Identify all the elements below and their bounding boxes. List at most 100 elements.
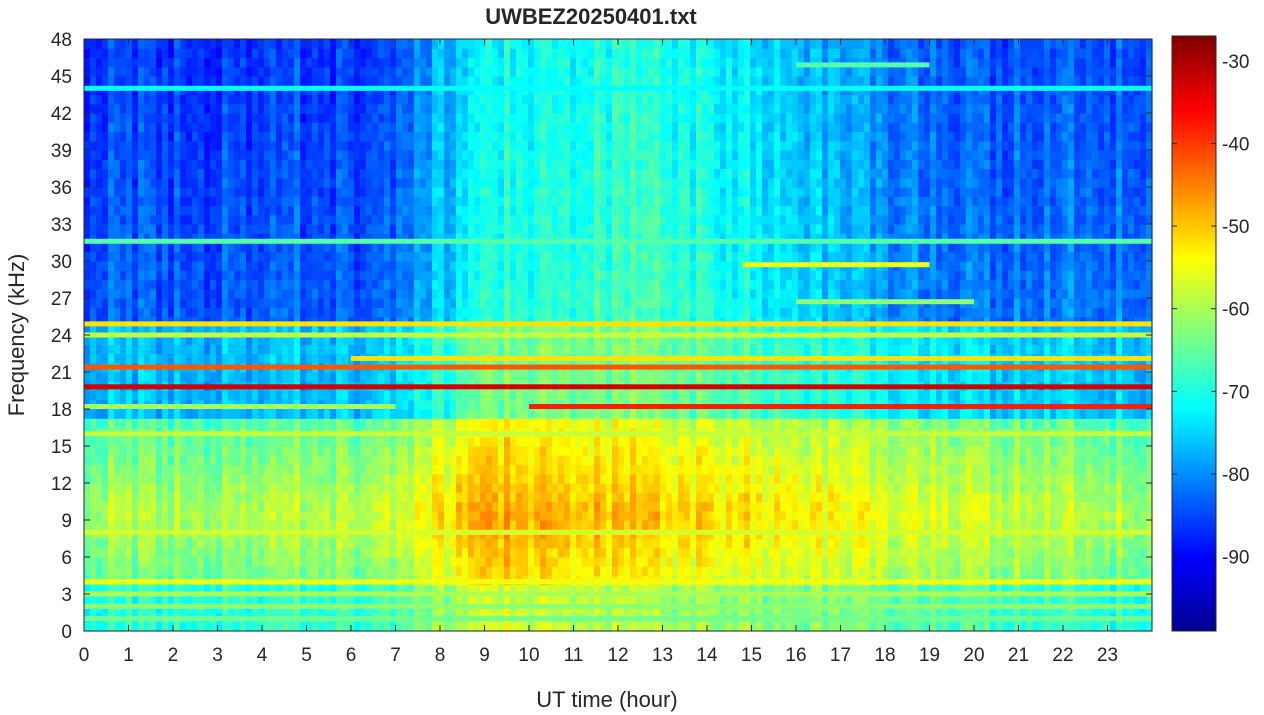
- heatmap-cell: [450, 270, 457, 281]
- heatmap-cell: [90, 594, 97, 604]
- heatmap-cell: [360, 103, 367, 114]
- heatmap-cell: [336, 594, 343, 604]
- heatmap-cell: [516, 436, 523, 447]
- heatmap-cell: [474, 464, 481, 475]
- heatmap-cell: [294, 140, 301, 151]
- heatmap-cell: [234, 103, 241, 114]
- heatmap-cell: [540, 242, 547, 253]
- heatmap-cell: [156, 547, 163, 558]
- heatmap-cell: [180, 224, 187, 234]
- heatmap-cell: [192, 94, 199, 105]
- heatmap-cell: [126, 547, 133, 558]
- heatmap-cell: [414, 307, 421, 318]
- heatmap-cell: [324, 140, 331, 151]
- heatmap-cell: [378, 224, 385, 234]
- heatmap-cell: [198, 48, 205, 59]
- heatmap-cell: [120, 103, 127, 114]
- heatmap-cell: [108, 140, 115, 151]
- heatmap-cell: [90, 538, 97, 549]
- heatmap-cell: [486, 483, 493, 493]
- heatmap-cell: [300, 501, 307, 512]
- heatmap-cell: [138, 473, 145, 484]
- heatmap-cell: [528, 187, 535, 197]
- heatmap-cell: [324, 510, 331, 521]
- heatmap-cell: [420, 436, 427, 447]
- heatmap-cell: [306, 538, 313, 549]
- heatmap-cell: [186, 288, 193, 299]
- heatmap-cell: [246, 113, 253, 123]
- heatmap-cell: [300, 39, 307, 49]
- heatmap-cell: [504, 214, 511, 225]
- heatmap-cell: [432, 39, 439, 49]
- heatmap-cell: [468, 224, 475, 234]
- heatmap-cell: [438, 464, 445, 475]
- heatmap-cell: [312, 270, 319, 281]
- heatmap-cell: [474, 409, 481, 419]
- heatmap-cell: [396, 409, 403, 419]
- heatmap-cell: [294, 233, 301, 244]
- heatmap-cell: [366, 66, 373, 77]
- heatmap-cell: [342, 455, 349, 466]
- heatmap-cell: [288, 261, 295, 271]
- heatmap-cell: [414, 520, 421, 530]
- heatmap-cell: [240, 510, 247, 521]
- heatmap-cell: [306, 547, 313, 558]
- heatmap-cell: [540, 594, 547, 604]
- heatmap-cell: [426, 261, 433, 271]
- heatmap-cell: [468, 242, 475, 253]
- heatmap-cell: [204, 270, 211, 281]
- heatmap-cell: [168, 307, 175, 318]
- heatmap-cell: [186, 325, 193, 336]
- heatmap-cell: [312, 520, 319, 530]
- heatmap-cell: [120, 584, 127, 595]
- heatmap-cell: [252, 76, 259, 86]
- heatmap-cell: [300, 94, 307, 105]
- heatmap-cell: [144, 418, 151, 429]
- heatmap-cell: [540, 473, 547, 484]
- heatmap-cell: [390, 594, 397, 604]
- heatmap-cell: [432, 520, 439, 530]
- heatmap-cell: [156, 409, 163, 419]
- heatmap-cell: [156, 464, 163, 475]
- heatmap-cell: [462, 436, 469, 447]
- heatmap-cell: [114, 446, 121, 456]
- heatmap-cell: [222, 409, 229, 419]
- heatmap-cell: [342, 113, 349, 123]
- heatmap-cell: [114, 584, 121, 595]
- heatmap-cell: [456, 103, 463, 114]
- heatmap-cell: [90, 298, 97, 308]
- heatmap-cell: [270, 159, 277, 170]
- heatmap-cell: [492, 177, 499, 188]
- heatmap-cell: [216, 409, 223, 419]
- heatmap-cell: [204, 122, 211, 133]
- heatmap-cell: [120, 547, 127, 558]
- heatmap-cell: [222, 187, 229, 197]
- heatmap-cell: [300, 122, 307, 133]
- heatmap-cell: [456, 335, 463, 345]
- heatmap-cell: [414, 399, 421, 410]
- heatmap-cell: [348, 66, 355, 77]
- heatmap-cell: [138, 242, 145, 253]
- heatmap-cell: [108, 159, 115, 170]
- heatmap-cell: [498, 48, 505, 59]
- heatmap-cell: [246, 390, 253, 401]
- heatmap-cell: [462, 473, 469, 484]
- heatmap-cell: [468, 168, 475, 179]
- heatmap-cell: [324, 168, 331, 179]
- heatmap-cell: [168, 446, 175, 456]
- heatmap-cell: [528, 196, 535, 207]
- heatmap-cell: [246, 325, 253, 336]
- heatmap-cell: [168, 187, 175, 197]
- heatmap-cell: [444, 177, 451, 188]
- heatmap-cell: [132, 344, 139, 355]
- heatmap-cell: [516, 66, 523, 77]
- heatmap-cell: [348, 538, 355, 549]
- heatmap-cell: [132, 39, 139, 49]
- heatmap-cell: [528, 372, 535, 382]
- heatmap-cell: [180, 353, 187, 364]
- heatmap-cell: [390, 390, 397, 401]
- heatmap-cell: [390, 39, 397, 49]
- heatmap-cell: [540, 270, 547, 281]
- heatmap-cell: [108, 94, 115, 105]
- heatmap-cell: [168, 48, 175, 59]
